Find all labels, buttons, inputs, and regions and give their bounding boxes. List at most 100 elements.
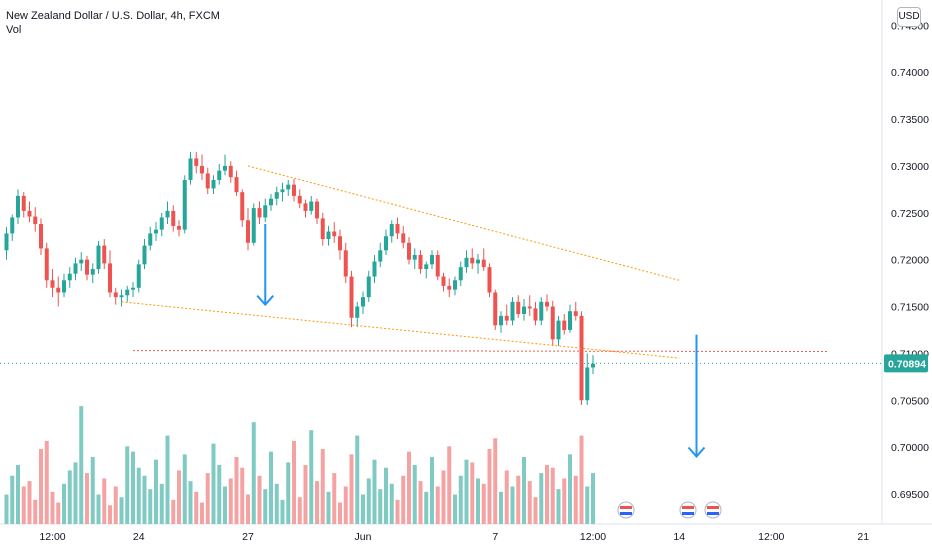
candle-body <box>246 220 250 243</box>
volume-bar <box>418 481 423 524</box>
candle-body <box>50 280 55 288</box>
volume-bar <box>481 483 486 524</box>
volume-bar <box>188 481 193 524</box>
last-price-label: 0.70894 <box>888 358 926 370</box>
volume-bar <box>522 457 526 524</box>
us-flag-icon <box>704 501 722 519</box>
x-tick-label: 7 <box>492 531 498 543</box>
candle-body <box>217 170 222 180</box>
volume-bar <box>90 457 95 524</box>
candle-body <box>510 301 515 321</box>
volume-bar <box>585 486 590 524</box>
nz-flag-icon-stripe <box>682 512 694 515</box>
candle-body <box>303 203 308 211</box>
candle-body <box>56 287 61 293</box>
volume-bar <box>303 465 308 524</box>
candle-body <box>234 177 239 193</box>
volume-bar <box>251 422 256 524</box>
y-tick-label: 0.73000 <box>891 161 929 173</box>
candle-body <box>27 210 32 217</box>
volume-bar <box>470 462 475 524</box>
volume-bar <box>527 481 532 524</box>
candle-body <box>476 259 480 264</box>
volume-bar <box>315 481 319 524</box>
volume-bar <box>159 483 164 524</box>
candle-body <box>320 218 325 240</box>
candle-body <box>389 224 394 237</box>
candle-body <box>591 363 595 368</box>
volume-bar <box>343 486 348 524</box>
volume-bar <box>205 473 210 524</box>
volume-bar <box>476 478 480 524</box>
candle-body <box>251 208 256 243</box>
x-tick-label: 21 <box>857 531 869 543</box>
volume-bar <box>257 475 262 524</box>
y-tick-label: 0.70500 <box>891 395 929 407</box>
volume-bar <box>27 481 32 524</box>
upper-trendline <box>247 165 680 281</box>
volume-bar <box>16 465 20 524</box>
candle-body <box>545 301 549 307</box>
candle-body <box>21 195 26 211</box>
candle-body <box>228 165 233 178</box>
candle-body <box>579 315 584 401</box>
volume-bar <box>102 478 107 524</box>
volume-bar <box>401 475 406 524</box>
volume-bar <box>85 473 89 524</box>
volume-bar <box>545 465 549 524</box>
candle-body <box>412 254 417 260</box>
volume-label: Vol <box>6 24 22 36</box>
candle-body <box>326 231 331 240</box>
candle-body <box>85 259 89 275</box>
volume-bar <box>447 446 452 524</box>
candle-body <box>418 254 423 270</box>
candle-body <box>539 301 544 321</box>
volume-bar <box>550 467 555 524</box>
candle-body <box>274 192 279 199</box>
volume-bar <box>309 430 314 524</box>
volume-bar <box>108 505 112 524</box>
us-flag-icon-stripe <box>707 506 719 509</box>
x-tick-label: 12:00 <box>758 531 784 543</box>
volume-bar <box>274 483 279 524</box>
candle-body <box>522 306 526 315</box>
volume-bar <box>412 465 417 524</box>
volume-bar <box>56 502 61 524</box>
candle-body <box>16 195 20 218</box>
volume-bar <box>320 448 325 524</box>
volume-bar <box>165 435 170 524</box>
candle-body <box>79 259 84 264</box>
volume-bar <box>366 478 371 524</box>
candle-body <box>67 273 72 281</box>
volume-bar <box>568 454 572 524</box>
candle-body <box>481 259 486 268</box>
x-tick-label: 14 <box>673 531 685 543</box>
candle-body <box>96 245 101 270</box>
candle-body <box>332 231 337 237</box>
volume-bar <box>297 497 302 524</box>
candle-body <box>297 195 302 204</box>
volume-bar <box>182 454 187 524</box>
candle-body <box>33 216 38 225</box>
candle-body <box>424 264 429 270</box>
x-tick-label: 12:00 <box>580 531 606 543</box>
candle-body <box>315 201 319 219</box>
candle-body <box>148 233 153 246</box>
volume-bar <box>453 494 457 524</box>
us-flag-icon-stripe <box>620 512 632 515</box>
volume-bar <box>487 448 492 524</box>
volume-bar <box>516 475 521 524</box>
volume-bar <box>349 454 354 524</box>
candle-body <box>165 210 170 218</box>
volume-bar <box>556 489 561 524</box>
volume-bar <box>286 462 291 524</box>
currency-button[interactable]: USD <box>897 7 921 27</box>
volume-bar <box>591 473 595 524</box>
candle-body <box>349 276 354 318</box>
candle-body <box>470 257 475 264</box>
candle-body <box>407 242 411 260</box>
candle-body <box>395 224 400 234</box>
volume-bar <box>499 491 503 524</box>
candle-body <box>240 192 245 221</box>
